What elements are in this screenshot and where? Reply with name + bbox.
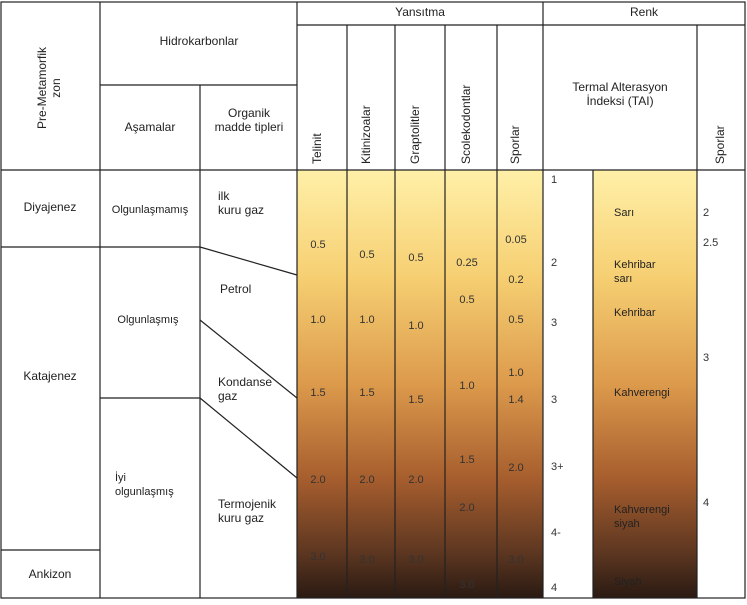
spore-value: 3	[703, 352, 709, 364]
reflectance-value: 1.5	[408, 394, 423, 406]
stage: olgunlaşmış	[115, 486, 174, 498]
color-name: Siyah	[614, 576, 642, 588]
color-name: Sarı	[614, 207, 634, 219]
organic-type: Termojenik	[218, 497, 277, 511]
column-header: Scolekodontlar	[459, 85, 473, 164]
color-name: Kehribar	[614, 307, 656, 319]
color-name: Kahverengi	[614, 387, 670, 399]
organic-type: kuru gaz	[218, 203, 264, 217]
reflectance-value: 0.5	[310, 239, 325, 251]
zone: Ankizon	[29, 567, 72, 581]
spore-value: 4	[703, 497, 709, 509]
zone-header: zon	[49, 78, 63, 97]
color-name: sarı	[614, 273, 632, 285]
reflectance-value: 0.5	[359, 249, 374, 261]
reflectance-value: 1.0	[508, 367, 523, 379]
tai-value: 1	[551, 174, 557, 186]
reflectance-value: 1.5	[459, 454, 474, 466]
spore-value: 2.5	[703, 237, 718, 249]
tai-value: 2	[551, 257, 557, 269]
reflectance-value: 2.0	[408, 474, 423, 486]
organic-type: gaz	[218, 389, 237, 403]
zone-header: Pre-Metamorfik	[35, 46, 49, 129]
reflectance-gradient	[297, 170, 543, 598]
reflectance-value: 0.5	[459, 294, 474, 306]
hydrocarbons-header: Hidrokarbonlar	[160, 34, 239, 48]
organic-type: ilk	[218, 189, 230, 203]
tai-value: 3+	[551, 461, 564, 473]
reflectance-value: 3.0	[359, 554, 374, 566]
spore-value: 2	[703, 207, 709, 219]
color-name: Kahverengi	[614, 504, 670, 516]
tai-value: 4	[551, 582, 557, 594]
organic-header: Organik	[228, 106, 271, 120]
color-gradient	[593, 170, 697, 598]
tai-header: İndeksi (TAI)	[586, 94, 653, 108]
reflectance-value: 2.0	[508, 462, 523, 474]
organic-type: Kondanse	[218, 375, 272, 389]
color-name: Kehribar	[614, 259, 656, 271]
reflectance-value: 0.5	[408, 252, 423, 264]
stage: İyi	[115, 471, 126, 484]
reflectance-value: 3.0	[508, 554, 523, 566]
spores-header: Sporlar	[713, 125, 727, 164]
gradients	[297, 170, 697, 598]
organic-type: kuru gaz	[218, 511, 264, 525]
column-header: Sporlar	[508, 125, 522, 164]
tai-value: 3	[551, 394, 557, 406]
stages-header: Aşamalar	[125, 120, 176, 134]
reflectance-value: 1.0	[459, 380, 474, 392]
tai-header: Termal Alterasyon	[572, 80, 667, 94]
reflectance-value: 1.5	[359, 387, 374, 399]
tai-value: 4-	[551, 527, 561, 539]
reflectance-value: 1.5	[310, 387, 325, 399]
color-header: Renk	[630, 5, 659, 19]
color-name: siyah	[614, 518, 640, 530]
column-header: Telinit	[310, 133, 324, 164]
reflectance-value: 0.2	[508, 274, 523, 286]
organic-header: madde tipleri	[215, 120, 284, 134]
reflectance-header: Yansıtma	[395, 5, 445, 19]
stage: Olgunlaşmış	[117, 314, 179, 326]
reflectance-value: 0.25	[456, 257, 477, 269]
reflectance-value: 2.0	[359, 474, 374, 486]
reflectance-value: 1.0	[359, 314, 374, 326]
reflectance-value: 3.0	[408, 554, 423, 566]
reflectance-value: 1.0	[408, 320, 423, 332]
reflectance-value: 0.05	[505, 234, 526, 246]
organic-type: Petrol	[220, 282, 251, 296]
reflectance-value: 3.0	[459, 579, 474, 591]
column-header: Kitinizoalar	[359, 105, 373, 164]
stage: Olgunlaşmamış	[112, 204, 189, 216]
zone: Diyajenez	[24, 200, 77, 214]
reflectance-value: 2.0	[310, 474, 325, 486]
tai-value: 3	[551, 317, 557, 329]
reflectance-value: 2.0	[459, 502, 474, 514]
reflectance-value: 1.0	[310, 314, 325, 326]
reflectance-value: 0.5	[508, 314, 523, 326]
column-header: Graptolitler	[408, 105, 422, 164]
reflectance-value: 3.0	[310, 551, 325, 563]
reflectance-value: 1.4	[508, 394, 523, 406]
zone: Katajenez	[23, 369, 76, 383]
